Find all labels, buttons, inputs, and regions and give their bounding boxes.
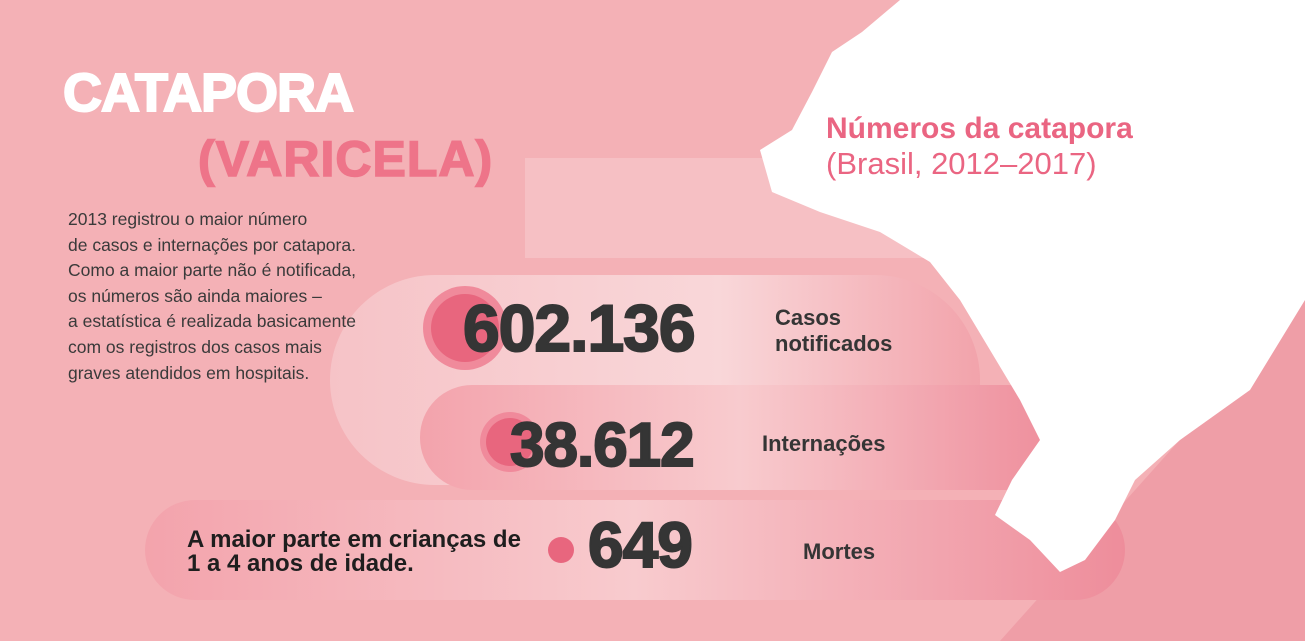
stat-value: 602.136 (462, 290, 697, 366)
stat-label: Mortes (803, 539, 876, 564)
subtitle: (VARICELA) (197, 130, 494, 188)
panel-title: Números da catapora (826, 112, 1133, 145)
stat-label: Internações (762, 431, 886, 456)
description-line: graves atendidos em hospitais. (68, 362, 310, 383)
dot (486, 418, 534, 466)
panel-subtitle: (Brasil, 2012–2017) (826, 146, 1097, 181)
dot (548, 537, 574, 563)
pill (420, 385, 1060, 490)
note: A maior parte em crianças de 1 a 4 anos … (187, 526, 521, 577)
brazil-map (760, 0, 1305, 572)
description-line: os números são ainda maiores – (68, 285, 322, 306)
description-line: com os registros dos casos mais (68, 336, 322, 357)
description-line: a estatística é realizada basicamente (68, 311, 356, 332)
description: 2013 registrou o maior número de casos e … (68, 207, 356, 386)
dot (431, 294, 499, 362)
description-line: de casos e internações por catapora. (68, 234, 356, 255)
title: CATAPORA (62, 62, 355, 124)
description-line: Como a maior parte não é notificada, (68, 260, 356, 281)
pill (145, 500, 1125, 600)
stat-label: Casos notificados (775, 305, 893, 356)
description-line: 2013 registrou o maior número (68, 209, 308, 229)
stat-value: 38.612 (509, 410, 696, 481)
stat-value: 649 (587, 508, 694, 582)
